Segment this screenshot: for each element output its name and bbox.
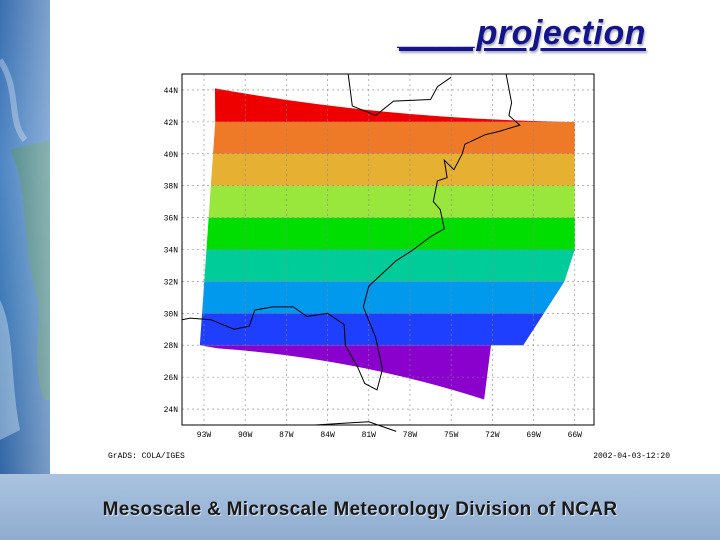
- color-band: [199, 345, 491, 400]
- lon-tick-label: 69W: [526, 431, 541, 440]
- lon-tick-label: 75W: [444, 431, 459, 440]
- footer-banner: Mesoscale & Microscale Meteorology Divis…: [0, 474, 720, 540]
- color-band: [208, 185, 575, 218]
- software-label: GrADS: COLA/IGES: [108, 452, 185, 461]
- lat-tick-label: 38N: [164, 183, 179, 192]
- color-band: [206, 217, 575, 250]
- lon-tick-label: 87W: [279, 431, 294, 440]
- color-band: [214, 88, 575, 122]
- footer-organization-name: Mesoscale & Microscale Meteorology Divis…: [102, 499, 618, 520]
- lat-tick-label: 30N: [164, 310, 179, 319]
- color-band: [213, 121, 575, 154]
- lat-tick-label: 36N: [164, 215, 179, 224]
- color-band: [202, 281, 565, 314]
- slide-title: ____projection: [399, 14, 646, 52]
- lon-tick-label: 90W: [238, 431, 253, 440]
- lon-tick-label: 84W: [320, 431, 335, 440]
- axis-tick-labels: 24N 26N 28N 30N 32N 34N 36N 38N 40N 42N 44N 93W 90W 8…: [164, 87, 583, 440]
- lat-tick-label: 32N: [164, 278, 179, 287]
- lat-tick-label: 40N: [164, 151, 179, 160]
- color-band: [204, 249, 575, 282]
- lat-tick-label: 28N: [164, 342, 179, 351]
- map-figure: 24N 26N 28N 30N 32N 34N 36N 38N 40N 42N 44N 93W 90W 8…: [100, 70, 680, 465]
- timestamp-label: 2002-04-03-12:20: [593, 452, 670, 461]
- decorative-satellite-strip: [0, 0, 50, 540]
- lon-tick-label: 81W: [362, 431, 377, 440]
- coastline: [181, 73, 521, 432]
- map-gridlines: [182, 74, 594, 425]
- lon-tick-label: 66W: [568, 431, 583, 440]
- lat-tick-label: 34N: [164, 247, 179, 256]
- lat-tick-label: 42N: [164, 119, 179, 128]
- color-band: [210, 153, 575, 186]
- lon-tick-label: 93W: [197, 431, 212, 440]
- lat-tick-label: 24N: [164, 406, 179, 415]
- latitude-color-bands: [199, 88, 575, 400]
- lon-tick-label: 78W: [403, 431, 418, 440]
- map-frame: [181, 73, 595, 426]
- cuba-outline: [315, 421, 397, 432]
- lat-tick-label: 44N: [164, 87, 179, 96]
- lat-tick-label: 26N: [164, 374, 179, 383]
- great-lakes-outline: [347, 73, 452, 117]
- lon-tick-label: 72W: [485, 431, 500, 440]
